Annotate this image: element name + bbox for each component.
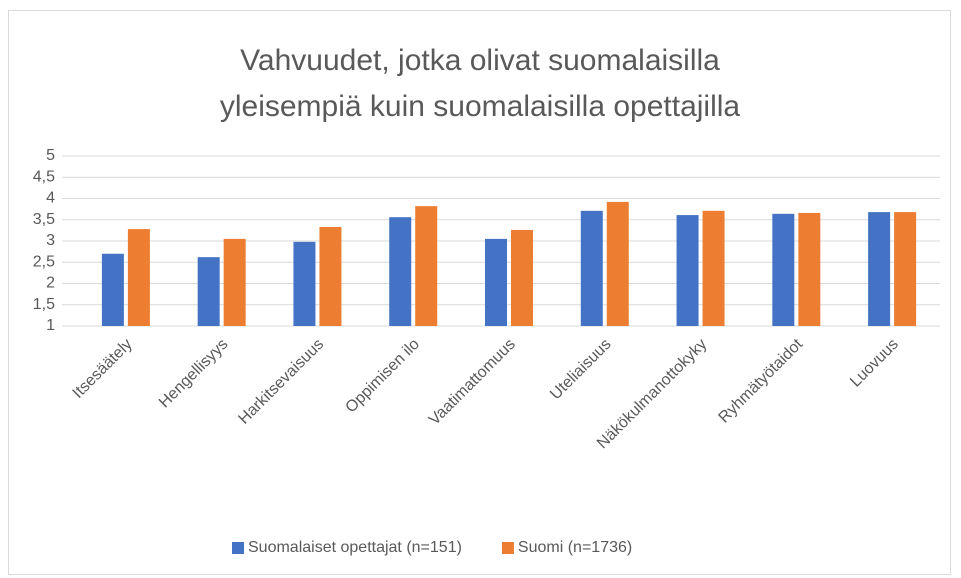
bar: [293, 241, 316, 326]
legend-label: Suomi (n=1736): [518, 539, 632, 556]
bar: [798, 212, 821, 326]
y-tick-label: 2,5: [33, 253, 55, 270]
bar: [772, 213, 795, 326]
y-tick-label: 4: [46, 190, 55, 207]
legend-swatch: [501, 542, 514, 554]
y-tick-label: 5: [46, 147, 55, 164]
bar: [197, 257, 220, 326]
bar: [894, 212, 917, 326]
y-tick-label: 1,5: [33, 296, 55, 313]
bar: [389, 217, 412, 326]
chart-title: Vahvuudet, jotka olivat suomalaisilla yl…: [219, 44, 741, 123]
y-tick-label: 1: [46, 317, 55, 334]
legend-label: Suomalaiset opettajat (n=151): [248, 539, 462, 556]
bar: [101, 253, 124, 326]
bar: [319, 226, 342, 326]
bar: [485, 238, 507, 326]
y-tick-label: 2: [46, 275, 55, 292]
bar: [676, 215, 699, 326]
y-tick-label: 3,5: [33, 211, 55, 228]
y-tick-label: 3: [46, 232, 55, 249]
bar: [868, 212, 891, 326]
bar: [127, 229, 150, 326]
legend-swatch: [232, 542, 244, 554]
bar: [702, 210, 725, 326]
bar: [606, 201, 629, 326]
bar: [223, 238, 246, 326]
y-tick-label: 4,5: [33, 168, 55, 185]
bar: [415, 206, 438, 326]
bar: [580, 210, 603, 326]
bar: [511, 229, 533, 326]
